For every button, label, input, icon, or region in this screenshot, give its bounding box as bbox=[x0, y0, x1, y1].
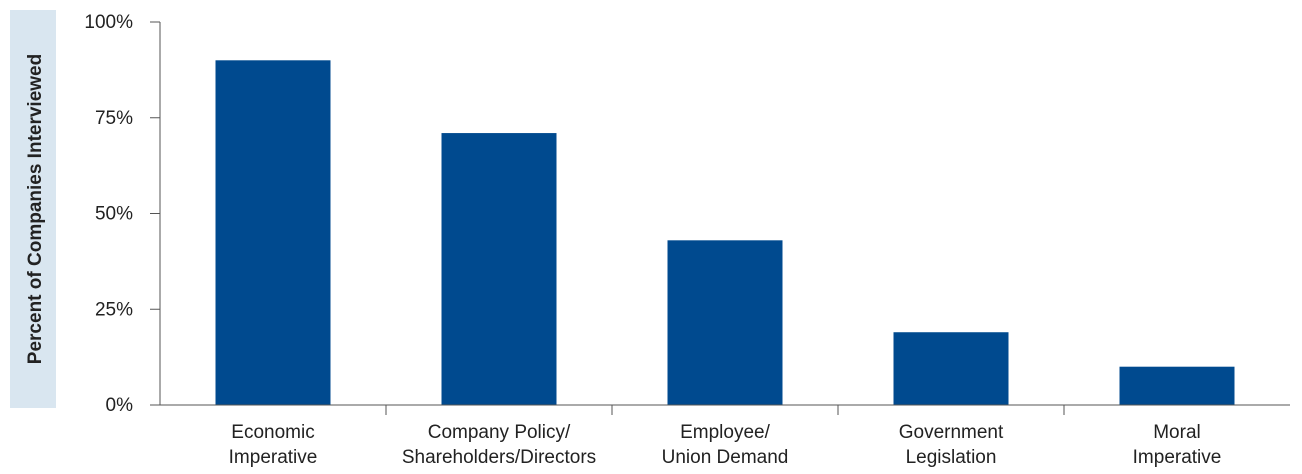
x-category-label: Company Policy/Shareholders/Directors bbox=[402, 422, 596, 468]
y-tick-label: 50% bbox=[95, 204, 133, 225]
bar bbox=[441, 133, 557, 405]
y-tick-label: 75% bbox=[95, 108, 133, 129]
x-category-label: Economic Imperative bbox=[229, 422, 318, 468]
x-axis bbox=[160, 404, 1290, 415]
y-axis-label: Percent of Companies Interviewed bbox=[25, 54, 46, 364]
x-category-label: Moral Imperative bbox=[1133, 422, 1222, 468]
ylabel-band bbox=[10, 10, 56, 408]
x-category-label-line: Government bbox=[899, 422, 1004, 443]
x-category-label: Government Legislation bbox=[899, 422, 1004, 468]
x-category-label-line: Economic bbox=[231, 422, 314, 443]
y-ticks: 0% 25% 50% 75% 100% bbox=[84, 12, 161, 416]
y-tick-label: 0% bbox=[106, 395, 134, 416]
bars bbox=[215, 60, 1235, 406]
bar bbox=[1119, 366, 1235, 405]
x-category-label-line: Employee/ bbox=[680, 422, 770, 443]
x-category-label-line: Imperative bbox=[1133, 447, 1222, 468]
y-tick-label: 100% bbox=[84, 12, 133, 33]
x-category-label-line: Company Policy/ bbox=[428, 422, 571, 443]
bar bbox=[667, 240, 783, 405]
x-category-label-line: Legislation bbox=[906, 447, 997, 468]
bar bbox=[893, 332, 1009, 405]
y-tick-label: 25% bbox=[95, 299, 133, 320]
x-category-label-line: Shareholders/Directors bbox=[402, 447, 596, 468]
bar bbox=[215, 60, 331, 406]
x-category-label: Employee/Union Demand bbox=[662, 422, 789, 468]
x-category-label-line: Imperative bbox=[229, 447, 318, 468]
x-categories: Economic Imperative Company Policy/Shareho… bbox=[229, 422, 1222, 468]
x-category-label-line: Union Demand bbox=[662, 447, 789, 468]
x-category-label-line: Moral bbox=[1153, 422, 1201, 443]
